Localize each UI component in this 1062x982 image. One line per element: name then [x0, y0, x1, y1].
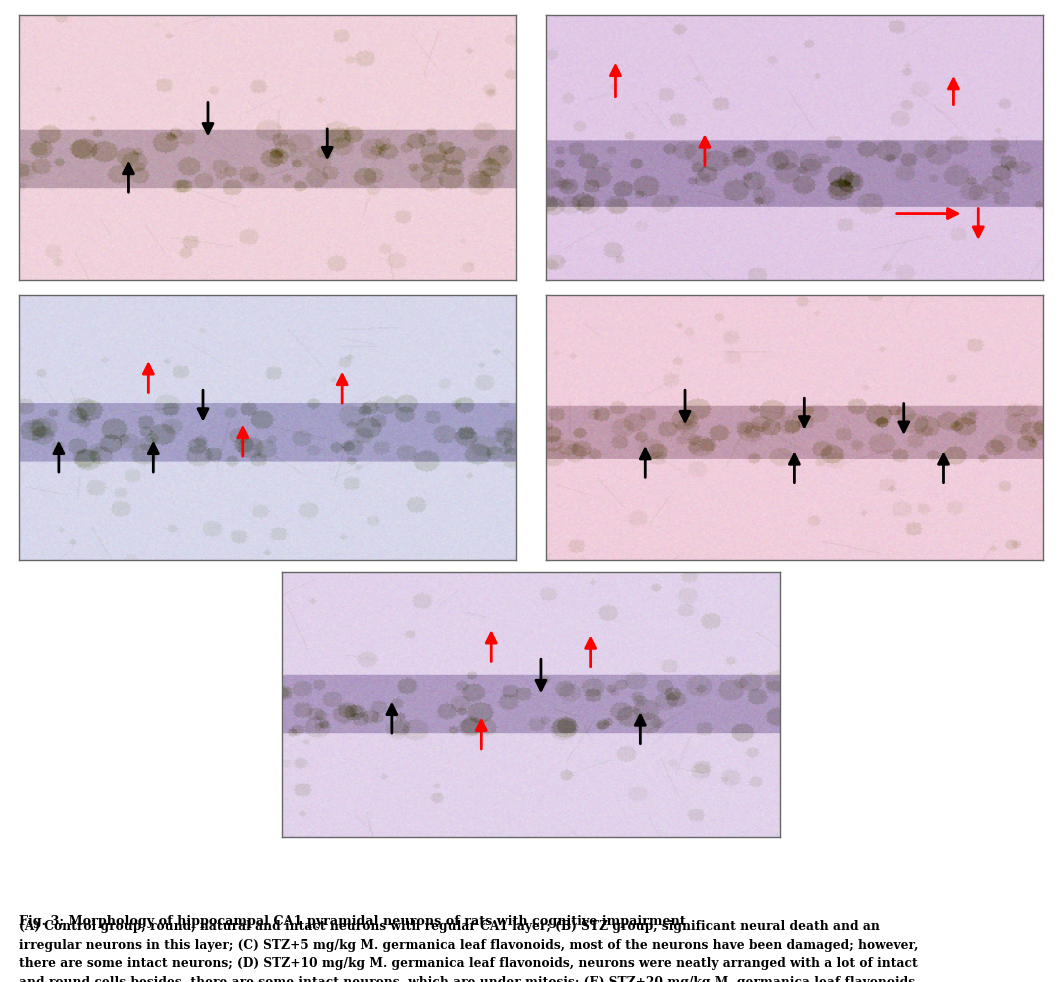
Text: (A) Control group, round, natural and intact neurons with regular CA1 layer; (B): (A) Control group, round, natural and in…	[19, 920, 921, 982]
Text: Fig. 3: Morphology of hippocampal CA1 pyramidal neurons of rats with cognitive i: Fig. 3: Morphology of hippocampal CA1 py…	[19, 915, 686, 928]
